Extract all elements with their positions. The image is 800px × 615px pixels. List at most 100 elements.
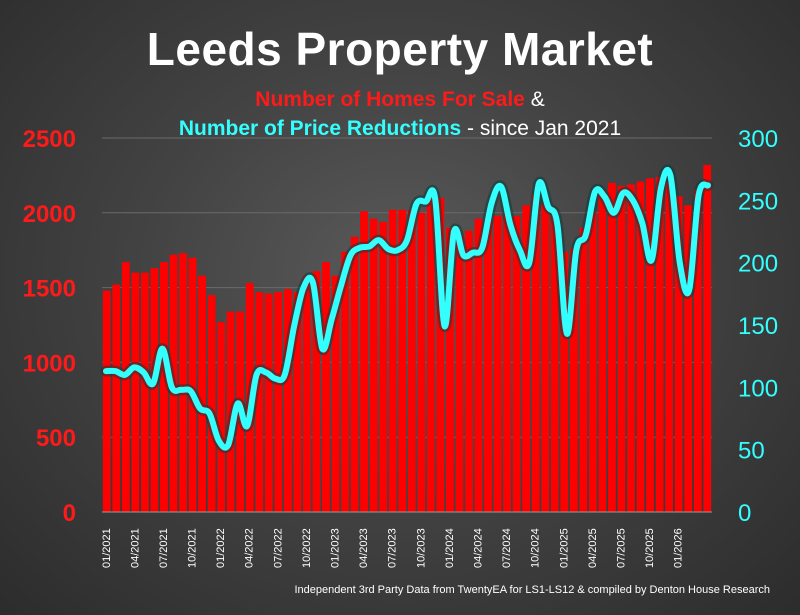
- bar-homes-for-sale: [121, 262, 130, 512]
- bar-homes-for-sale: [379, 221, 388, 512]
- bar-homes-for-sale: [369, 218, 378, 512]
- bar-homes-for-sale: [541, 203, 550, 512]
- x-axis-tick-label: 07/2021: [158, 528, 170, 568]
- bar-homes-for-sale: [283, 289, 292, 512]
- x-axis-tick-label: 07/2022: [272, 528, 284, 568]
- bar-homes-for-sale: [608, 182, 616, 512]
- bar-homes-for-sale: [102, 290, 111, 512]
- x-axis-tick-label: 01/2023: [330, 528, 342, 568]
- bar-homes-for-sale: [474, 218, 483, 512]
- bar-homes-for-sale: [636, 181, 645, 512]
- bar-homes-for-sale: [150, 268, 159, 512]
- bar-homes-for-sale: [264, 293, 273, 512]
- right-axis-tick-label: 0: [738, 500, 751, 527]
- left-axis-tick-label: 2000: [23, 201, 76, 228]
- x-axis-tick-label: 01/2022: [215, 528, 227, 568]
- left-axis-tick-label: 1000: [23, 350, 76, 377]
- bar-homes-for-sale: [588, 211, 597, 512]
- bar-homes-for-sale: [693, 190, 702, 513]
- bar-homes-for-sale: [160, 262, 168, 512]
- bar-homes-for-sale: [627, 184, 635, 512]
- bar-homes-for-sale: [655, 176, 664, 512]
- right-axis-tick-label: 100: [738, 375, 778, 402]
- bar-homes-for-sale: [569, 248, 578, 513]
- subtitle-since: - since Jan 2021: [461, 117, 622, 140]
- x-axis-tick-label: 04/2025: [587, 528, 599, 568]
- left-axis-tick-label: 2500: [23, 126, 76, 153]
- chart-subtitle-line1: Number of Homes For Sale &: [0, 88, 800, 112]
- chart-subtitle-line2: Number of Price Reductions - since Jan 2…: [0, 117, 800, 141]
- bar-homes-for-sale: [188, 257, 197, 512]
- line-price-reductions: [103, 167, 711, 451]
- bar-homes-for-sale: [131, 272, 140, 512]
- subtitle-price-reductions: Number of Price Reductions: [178, 117, 462, 140]
- bar-homes-for-sale: [407, 209, 416, 513]
- left-axis-tick-label: 0: [63, 500, 76, 527]
- bar-homes-for-sale: [493, 215, 502, 513]
- x-axis-tick-label: 10/2025: [644, 528, 656, 568]
- chart-title: Leeds Property Market: [146, 23, 654, 75]
- x-axis-tick-label: 04/2023: [358, 528, 370, 568]
- x-axis-tick-label: 01/2025: [558, 528, 570, 568]
- bar-homes-for-sale: [217, 322, 226, 512]
- bar-homes-for-sale: [398, 209, 407, 513]
- bar-homes-for-sale: [665, 182, 674, 512]
- subtitle-ampersand: &: [524, 88, 545, 111]
- right-axis-tick-label: 50: [738, 438, 765, 465]
- bar-homes-for-sale: [341, 251, 349, 513]
- x-axis-tick-label: 10/2024: [530, 528, 542, 568]
- bar-homes-for-sale: [312, 271, 321, 512]
- x-axis-tick-label: 10/2022: [301, 528, 313, 568]
- bar-homes-for-sale: [140, 272, 149, 512]
- x-axis-tick-label: 07/2023: [387, 528, 399, 568]
- bar-homes-for-sale: [465, 230, 473, 512]
- bar-homes-for-sale: [112, 284, 121, 512]
- bar-homes-for-sale: [512, 215, 521, 513]
- x-axis-tick-label: 07/2024: [501, 528, 513, 568]
- right-axis-tick-label: 200: [738, 251, 778, 278]
- bar-homes-for-sale: [531, 194, 540, 512]
- bar-homes-for-sale: [579, 227, 588, 512]
- bar-homes-for-sale: [617, 185, 626, 512]
- bar-homes-for-sale: [274, 292, 283, 512]
- bar-homes-for-sale: [484, 220, 492, 512]
- bar-homes-for-sale: [255, 292, 264, 512]
- bar-homes-for-sale: [522, 205, 531, 512]
- bar-homes-for-sale: [426, 196, 435, 512]
- bar-homes-for-sale: [550, 211, 559, 512]
- bar-homes-for-sale: [360, 211, 369, 512]
- bar-homes-for-sale: [388, 209, 397, 513]
- bar-homes-for-sale: [445, 227, 454, 512]
- right-axis-tick-label: 150: [738, 313, 778, 340]
- bar-homes-for-sale: [598, 190, 607, 513]
- bar-homes-for-sale: [684, 205, 693, 512]
- x-axis-tick-label: 01/2024: [444, 528, 456, 568]
- x-axis-tick-label: 07/2025: [615, 528, 627, 568]
- x-axis-tick-label: 04/2021: [129, 528, 141, 568]
- bar-homes-for-sale: [417, 212, 426, 513]
- left-axis-tick-label: 1500: [23, 276, 76, 303]
- bar-homes-for-sale: [179, 253, 187, 512]
- right-axis-tick-label: 300: [738, 126, 778, 153]
- right-axis-tick-label: 250: [738, 188, 778, 215]
- bar-homes-for-sale: [293, 292, 302, 512]
- x-axis-tick-label: 10/2023: [415, 528, 427, 568]
- bar-homes-for-sale: [560, 251, 569, 513]
- x-axis-tick-label: 10/2021: [187, 528, 199, 568]
- bar-homes-for-sale: [503, 212, 511, 513]
- bar-homes-for-sale: [331, 275, 340, 512]
- chart-footer: Independent 3rd Party Data from TwentyEA…: [294, 584, 770, 596]
- bar-homes-for-sale: [674, 196, 683, 512]
- x-axis-tick-label: 04/2022: [244, 528, 256, 568]
- bar-homes-for-sale: [436, 197, 445, 512]
- bar-homes-for-sale: [455, 235, 464, 513]
- x-axis-tick-label: 01/2021: [101, 528, 113, 568]
- subtitle-homes-for-sale: Number of Homes For Sale: [255, 88, 525, 111]
- x-axis-tick-label: 01/2026: [673, 528, 685, 568]
- bar-homes-for-sale: [703, 164, 712, 513]
- bar-homes-for-sale: [322, 262, 330, 512]
- bar-homes-for-sale: [646, 178, 654, 512]
- bar-homes-for-sale: [350, 236, 359, 512]
